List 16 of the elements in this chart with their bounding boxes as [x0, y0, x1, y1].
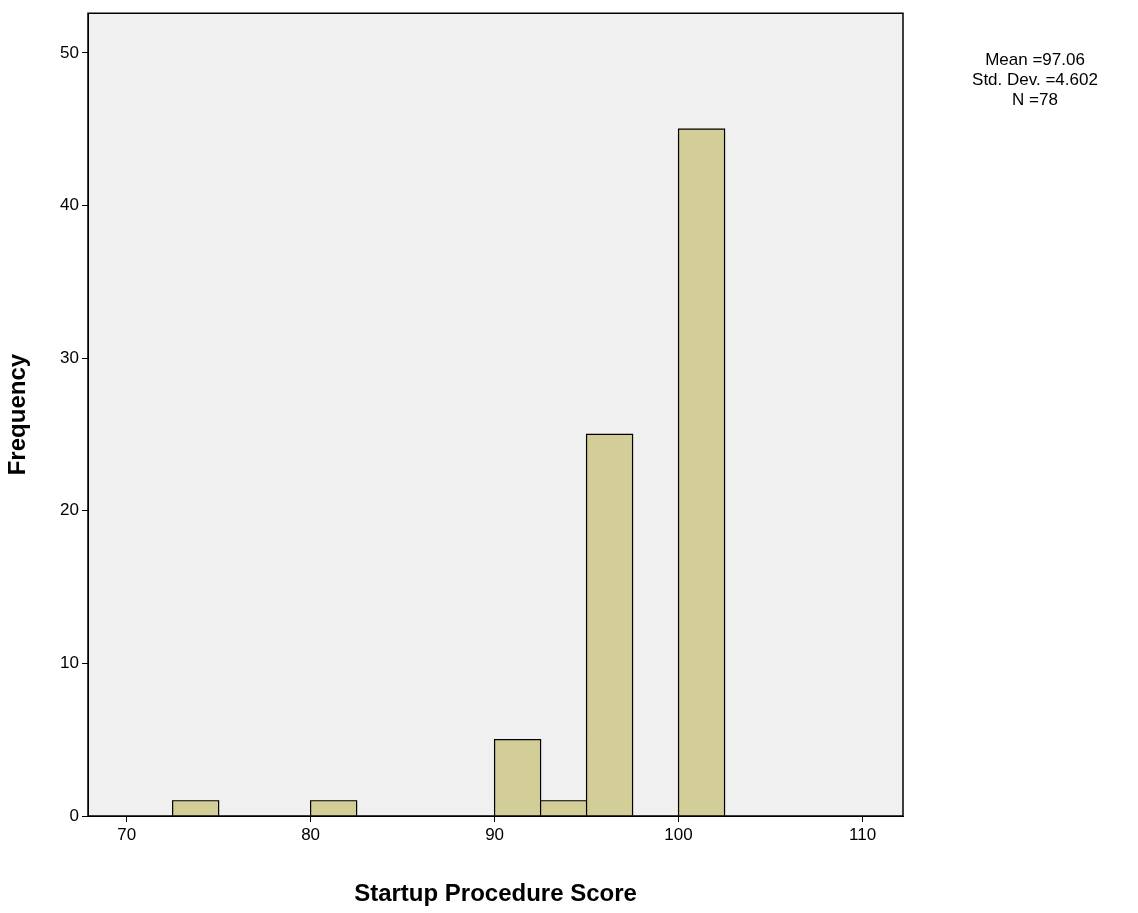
x-tick-label: 80: [301, 824, 321, 844]
text: N =78: [1011, 90, 1059, 110]
x-tick-label: 110: [848, 824, 877, 844]
y-tick-label: 50: [60, 42, 79, 62]
y-tick-label: 30: [60, 347, 79, 367]
x-axis-title: Startup Procedure Score: [354, 879, 637, 907]
y-tick-label: 20: [60, 500, 79, 520]
y-axis-title: Frequency: [3, 353, 31, 476]
text: Std. Dev. =4.602: [971, 70, 1099, 90]
y-tick-label: 40: [60, 195, 79, 215]
x-tick-label: 70: [117, 824, 137, 844]
y-tick-label: 10: [60, 653, 79, 673]
x-tick-label: 100: [664, 824, 693, 844]
x-tick-label: 90: [485, 824, 505, 844]
text: Mean =97.06: [984, 50, 1086, 70]
y-tick-label: 0: [69, 805, 79, 825]
